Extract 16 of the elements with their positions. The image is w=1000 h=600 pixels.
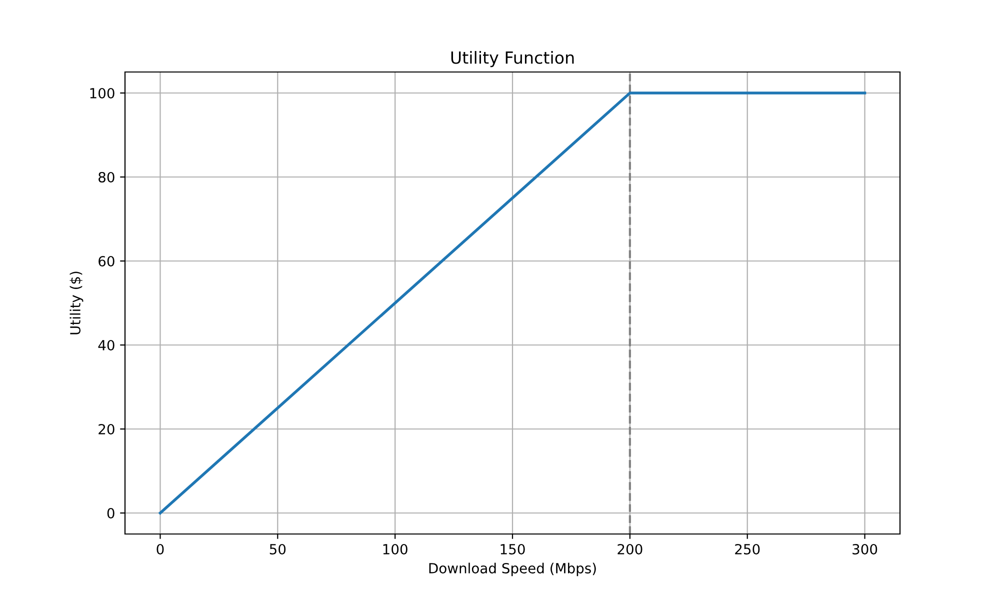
x-tick-label: 150 <box>500 544 525 554</box>
x-tick-label: 300 <box>852 544 878 554</box>
y-tick-label: 0 <box>107 508 114 518</box>
y-tick-label: 80 <box>98 172 114 182</box>
y-tick-label: 20 <box>98 424 114 434</box>
x-tick-label: 250 <box>735 544 760 554</box>
y-tick-label: 100 <box>90 88 114 98</box>
x-tick-label: 0 <box>156 544 164 554</box>
y-tick-label: 40 <box>98 340 114 350</box>
y-axis-title: Utility ($) <box>70 272 84 334</box>
x-tick-label: 200 <box>618 544 642 554</box>
x-tick-label: 100 <box>383 544 408 554</box>
x-axis-title: Download Speed (Mbps) <box>429 562 596 576</box>
x-tick-label: 50 <box>270 544 286 554</box>
y-tick-label: 60 <box>98 256 114 266</box>
chart-title: Utility Function <box>451 51 574 68</box>
